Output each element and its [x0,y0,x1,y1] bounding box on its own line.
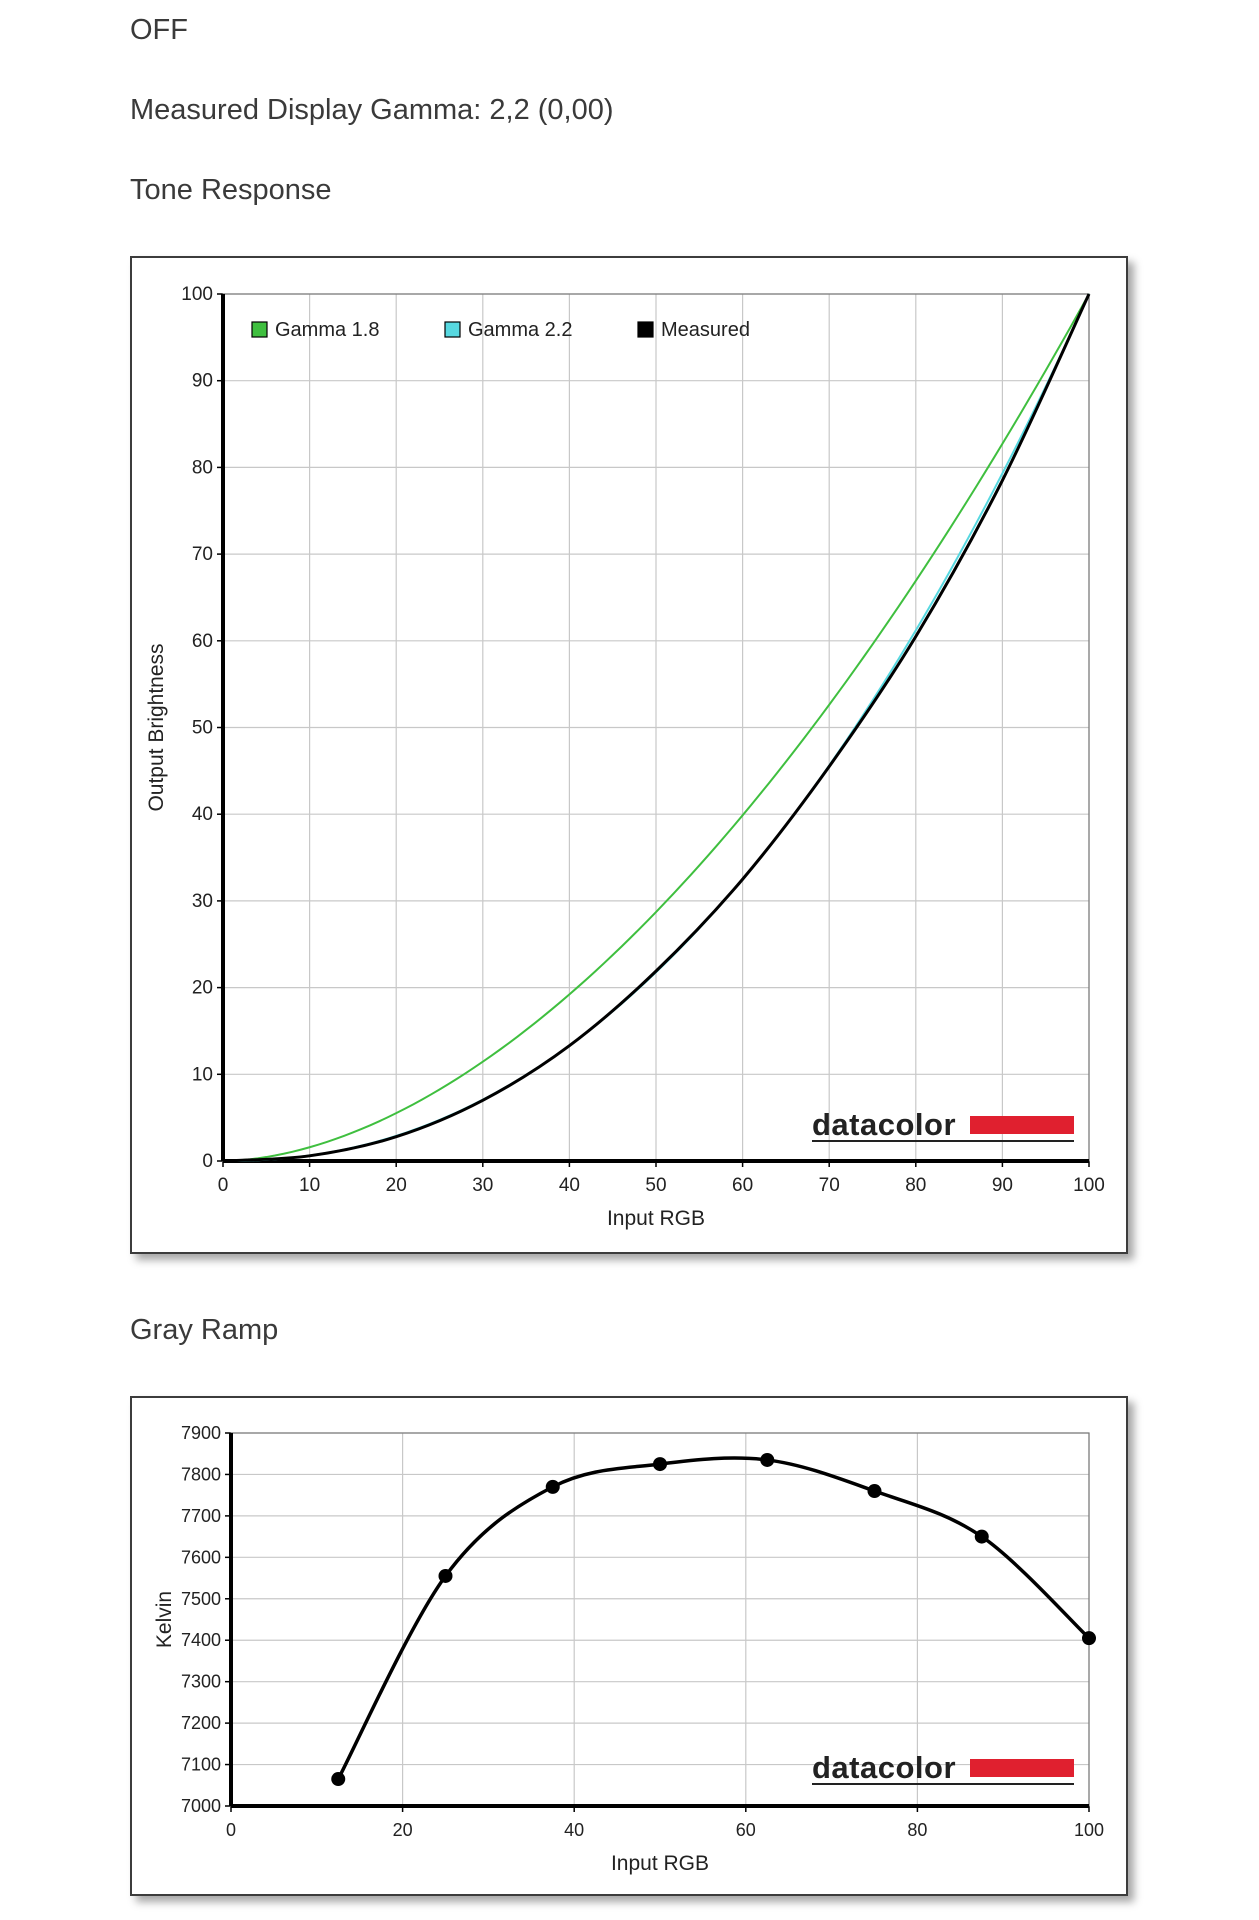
y-tick-label: 30 [192,891,213,912]
y-tick-label: 10 [192,1064,213,1085]
y-tick-label: 50 [192,718,213,739]
datacolor-logo-bar [970,1116,1074,1134]
x-tick-label: 0 [218,1175,229,1196]
x-tick-label: 100 [1074,1820,1104,1840]
y-tick-label: 7400 [181,1630,221,1650]
data-point-marker [867,1484,882,1499]
x-tick-label: 20 [393,1820,413,1840]
series-line-kelvin [336,1456,1091,1780]
datacolor-logo-text: datacolor [812,1750,956,1785]
y-tick-label: 0 [202,1151,213,1172]
x-axis-title: Input RGB [611,1852,709,1875]
x-tick-label: 50 [645,1175,666,1196]
x-tick-label: 0 [226,1820,236,1840]
y-tick-label: 7500 [181,1589,221,1609]
x-tick-label: 80 [905,1175,926,1196]
legend-label: Gamma 2.2 [468,319,572,341]
x-tick-label: 80 [907,1820,927,1840]
tone-response-svg: 0 10 20 30 40 50 60 70 80 90 100 0 10 20 30 40 50 60 70 80 9… [145,284,1105,1230]
y-tick-label: 100 [181,284,213,305]
y-tick-label: 7000 [181,1796,221,1816]
tone-response-heading: Tone Response [130,174,332,206]
plot-area-border [230,1432,1090,1807]
legend-swatch [444,321,461,338]
data-point-marker [1082,1631,1096,1646]
datacolor-logo-text: datacolor [812,1107,956,1142]
datacolor-logo-bar [970,1759,1074,1777]
data-point-marker [974,1529,989,1544]
gray-ramp-svg: 0 20 40 60 80 100 7000 7100 7200 7300 7400 7500 7600… [153,1423,1104,1875]
legend-swatch [637,321,654,338]
legend-swatch [251,321,268,338]
legend-label: Gamma 1.8 [275,319,379,341]
y-axis-title: Output Brightness [145,643,168,811]
x-tick-label: 60 [736,1820,756,1840]
data-point-marker [760,1452,775,1467]
y-tick-label: 20 [192,978,213,999]
data-point-marker [331,1772,346,1787]
x-tick-label: 40 [559,1175,580,1196]
y-tick-label: 40 [192,804,213,825]
y-tick-label: 7200 [181,1713,221,1733]
y-tick-label: 70 [192,544,213,565]
y-tick-label: 7600 [181,1547,221,1567]
y-tick-label: 7800 [181,1464,221,1484]
y-tick-label: 60 [192,631,213,652]
data-point-marker [653,1457,667,1472]
x-tick-label: 60 [732,1175,753,1196]
measured-gamma-text: Measured Display Gamma: 2,2 (0,00) [130,94,614,126]
gray-ramp-heading: Gray Ramp [130,1314,279,1346]
series-line-measured [222,293,1091,1163]
y-tick-label: 7100 [181,1755,221,1775]
y-tick-label: 7300 [181,1672,221,1692]
series-line-gamma-1-8 [222,293,1090,1162]
data-point-marker [438,1568,453,1583]
y-tick-label: 7900 [181,1423,221,1443]
x-tick-label: 70 [819,1175,840,1196]
x-tick-label: 100 [1073,1175,1105,1196]
data-point-marker [545,1479,560,1494]
y-tick-label: 90 [192,371,213,392]
x-tick-label: 10 [299,1175,320,1196]
y-axis-title: Kelvin [153,1591,176,1648]
tone-response-chart: 0 10 20 30 40 50 60 70 80 90 100 0 10 20 30 40 50 60 70 80 9… [130,256,1128,1254]
y-tick-label: 7700 [181,1506,221,1526]
x-tick-label: 90 [992,1175,1013,1196]
x-axis-title: Input RGB [607,1207,705,1230]
x-tick-label: 40 [564,1820,584,1840]
gray-ramp-chart: 0 20 40 60 80 100 7000 7100 7200 7300 7400 7500 7600… [130,1396,1128,1896]
status-text: OFF [130,14,188,46]
y-tick-label: 80 [192,457,213,478]
legend-label: Measured [661,319,750,341]
x-tick-label: 20 [386,1175,407,1196]
x-tick-label: 30 [472,1175,493,1196]
